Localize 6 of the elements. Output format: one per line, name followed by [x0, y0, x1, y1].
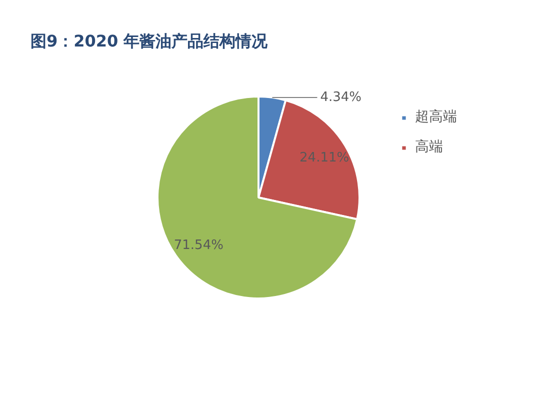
data-label: 4.34%: [320, 90, 362, 105]
data-label: 71.54%: [174, 238, 224, 254]
chart-title: 图9：2020 年酱油产品结构情况: [30, 32, 269, 50]
legend-label: 高端: [415, 138, 443, 156]
data-label: 24.11%: [300, 150, 350, 166]
legend-label: 超高端: [415, 108, 457, 126]
